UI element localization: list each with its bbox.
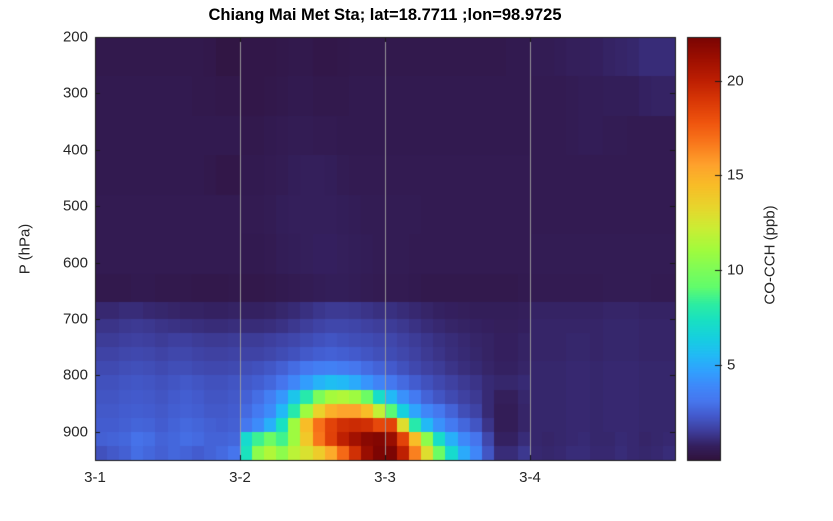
y-axis-label: P (hPa) bbox=[16, 223, 34, 275]
plot-title: Chiang Mai Met Sta; lat=18.7711 ;lon=98.… bbox=[208, 6, 562, 24]
colorbar-tick-label: 15 bbox=[727, 166, 744, 184]
colorbar-tick-label: 20 bbox=[727, 72, 744, 90]
x-tick-label: 3-2 bbox=[229, 469, 251, 486]
colorbar-tick-label: 10 bbox=[727, 261, 744, 279]
y-tick-label: 500 bbox=[62, 197, 88, 215]
colorbar-tick-label: 5 bbox=[727, 356, 736, 374]
y-tick-label: 600 bbox=[62, 254, 88, 272]
x-tick-label: 3-1 bbox=[84, 469, 106, 486]
colorbar-label: CO-CCH (ppb) bbox=[761, 205, 779, 305]
x-tick-label: 3-4 bbox=[519, 469, 541, 486]
y-tick-label: 400 bbox=[62, 141, 88, 159]
y-tick-label: 300 bbox=[62, 84, 88, 102]
y-tick-label: 900 bbox=[62, 423, 88, 441]
y-tick-label: 200 bbox=[62, 28, 88, 46]
y-tick-label: 800 bbox=[62, 366, 88, 384]
y-tick-label: 700 bbox=[62, 310, 88, 328]
x-tick-label: 3-3 bbox=[374, 469, 396, 486]
